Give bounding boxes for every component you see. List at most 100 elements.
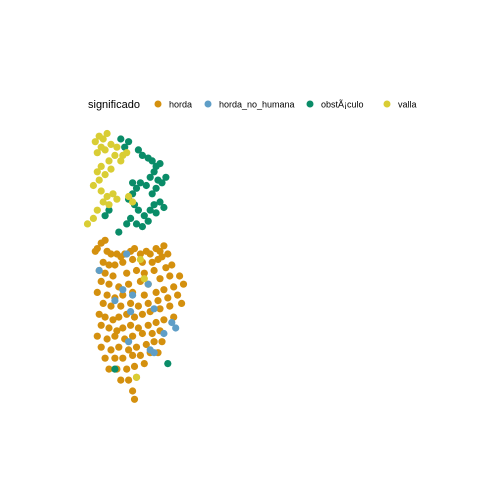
point-3-2 bbox=[99, 135, 107, 143]
point-1-2 bbox=[144, 280, 152, 288]
point-0-86 bbox=[103, 335, 111, 343]
legend-label-1: horda_no_humana bbox=[219, 100, 295, 110]
point-0-52 bbox=[160, 286, 168, 294]
point-2-24 bbox=[146, 206, 154, 214]
point-3-7 bbox=[107, 140, 115, 148]
point-0-61 bbox=[154, 297, 162, 305]
point-0-26 bbox=[164, 250, 172, 258]
point-0-18 bbox=[105, 261, 113, 269]
point-2-30 bbox=[138, 223, 146, 231]
point-3-9 bbox=[111, 151, 119, 159]
point-0-110 bbox=[123, 365, 131, 373]
point-3-0 bbox=[91, 138, 99, 146]
point-0-102 bbox=[111, 354, 119, 362]
point-3-16 bbox=[89, 181, 97, 190]
point-2-31 bbox=[132, 220, 141, 228]
point-0-31 bbox=[132, 266, 141, 275]
point-0-66 bbox=[109, 316, 117, 324]
point-0-112 bbox=[140, 360, 148, 368]
point-0-69 bbox=[130, 313, 139, 321]
point-0-105 bbox=[136, 351, 144, 359]
legend-label-0: horda bbox=[169, 100, 192, 110]
point-0-114 bbox=[125, 376, 133, 384]
point-2-2 bbox=[125, 138, 133, 146]
point-0-79 bbox=[127, 321, 135, 329]
point-2-18 bbox=[132, 184, 141, 192]
point-0-94 bbox=[107, 346, 115, 354]
point-3-27 bbox=[125, 192, 133, 201]
point-3-15 bbox=[95, 176, 103, 184]
point-2-0 bbox=[117, 135, 125, 143]
point-0-16 bbox=[160, 242, 168, 250]
point-0-13 bbox=[146, 250, 154, 258]
point-1-8 bbox=[160, 329, 168, 338]
point-0-45 bbox=[93, 288, 101, 296]
point-3-22 bbox=[105, 201, 113, 209]
point-1-6 bbox=[168, 318, 176, 327]
scatter-points bbox=[83, 129, 188, 403]
point-1-13 bbox=[119, 286, 127, 294]
point-0-76 bbox=[105, 324, 113, 332]
point-0-44 bbox=[176, 272, 184, 280]
point-3-5 bbox=[93, 149, 101, 157]
point-0-46 bbox=[103, 291, 111, 299]
point-1-3 bbox=[111, 297, 119, 305]
point-2-8 bbox=[156, 160, 164, 168]
point-2-35 bbox=[115, 228, 123, 236]
point-0-99 bbox=[150, 338, 158, 346]
point-1-0 bbox=[95, 266, 103, 275]
legend: significado horda horda_no_humana obstÃ¡cu… bbox=[88, 99, 417, 111]
point-0-98 bbox=[142, 340, 150, 349]
point-0-116 bbox=[129, 387, 137, 395]
point-0-55 bbox=[99, 299, 107, 307]
point-3-20 bbox=[99, 198, 107, 206]
legend-key-0 bbox=[154, 100, 162, 108]
point-3-14 bbox=[107, 165, 115, 173]
point-3-26 bbox=[117, 157, 125, 165]
point-2-32 bbox=[127, 214, 135, 222]
point-2-34 bbox=[129, 179, 137, 187]
point-0-93 bbox=[97, 343, 105, 351]
point-0-91 bbox=[148, 329, 156, 338]
point-0-30 bbox=[123, 269, 131, 277]
point-3-18 bbox=[103, 192, 111, 201]
point-0-104 bbox=[129, 351, 137, 359]
point-2-23 bbox=[140, 212, 148, 220]
point-0-90 bbox=[138, 329, 146, 338]
point-0-70 bbox=[138, 310, 146, 318]
point-1-4 bbox=[127, 308, 135, 316]
point-0-43 bbox=[166, 272, 174, 280]
point-3-25 bbox=[123, 149, 131, 157]
point-2-9 bbox=[150, 168, 158, 176]
point-0-35 bbox=[168, 261, 176, 269]
point-2-14 bbox=[152, 184, 160, 192]
point-0-111 bbox=[130, 362, 139, 370]
legend-key-1 bbox=[204, 100, 212, 108]
point-0-54 bbox=[179, 280, 188, 288]
point-2-6 bbox=[148, 157, 156, 165]
point-0-33 bbox=[150, 266, 158, 275]
point-0-17 bbox=[99, 258, 107, 266]
point-2-13 bbox=[162, 173, 170, 181]
point-0-75 bbox=[97, 321, 105, 329]
point-2-4 bbox=[138, 151, 146, 159]
point-2-12 bbox=[158, 179, 166, 187]
point-0-87 bbox=[111, 332, 119, 340]
point-2-26 bbox=[156, 198, 164, 206]
point-2-27 bbox=[160, 203, 168, 212]
point-3-12 bbox=[93, 168, 101, 176]
point-0-95 bbox=[115, 343, 123, 351]
point-1-1 bbox=[123, 250, 131, 258]
point-0-32 bbox=[140, 269, 148, 277]
point-0-108 bbox=[105, 365, 113, 373]
point-3-17 bbox=[97, 187, 105, 195]
point-1-11 bbox=[125, 338, 133, 346]
point-2-25 bbox=[150, 201, 158, 209]
point-0-64 bbox=[95, 310, 103, 318]
point-0-5 bbox=[107, 250, 115, 258]
point-0-1 bbox=[97, 239, 105, 247]
point-0-83 bbox=[160, 316, 168, 324]
point-0-97 bbox=[132, 343, 141, 351]
point-3-10 bbox=[105, 157, 113, 165]
